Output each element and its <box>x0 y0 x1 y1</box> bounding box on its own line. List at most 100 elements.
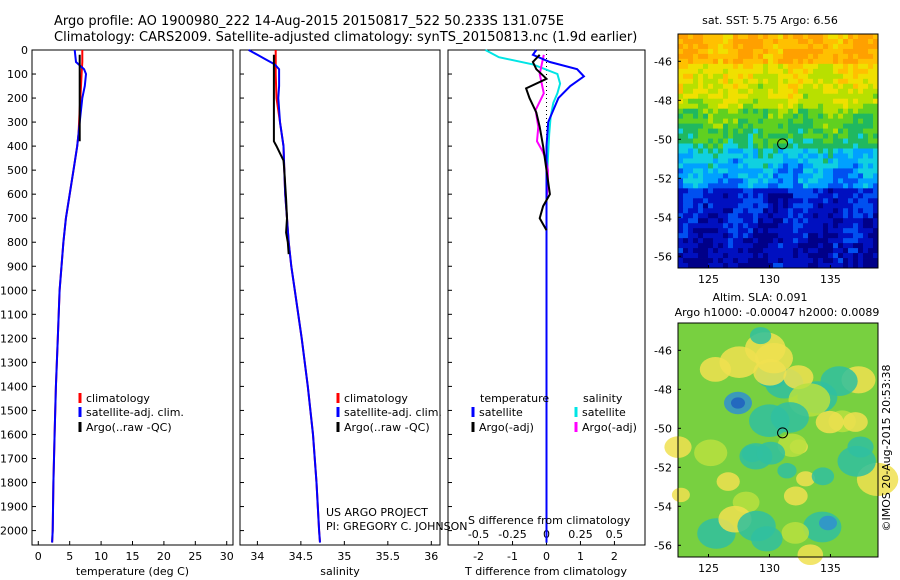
sst-cell <box>798 73 804 80</box>
sst-cell <box>848 148 854 154</box>
sst-cell <box>823 108 829 115</box>
sst-cell <box>773 83 779 90</box>
sst-cell <box>763 208 769 214</box>
sst-cell <box>738 253 744 259</box>
sst-cell <box>713 178 719 184</box>
sst-cell <box>783 83 789 90</box>
sst-cell <box>738 263 744 269</box>
sst-cell <box>753 113 759 120</box>
sst-cell <box>683 88 689 95</box>
sst-cell <box>738 193 744 199</box>
sst-cell <box>873 163 879 169</box>
sst-cell <box>743 158 749 164</box>
sst-cell <box>713 253 719 259</box>
sst-cell <box>758 133 764 139</box>
sst-cell <box>713 258 719 264</box>
sst-cell <box>743 173 749 179</box>
sst-cell <box>748 123 754 129</box>
sst-cell <box>738 178 744 184</box>
sst-cell <box>788 158 794 164</box>
sst-cell <box>838 178 844 184</box>
sst-cell <box>848 43 854 50</box>
sst-cell <box>848 258 854 264</box>
sst-cell <box>773 213 779 219</box>
sst-cell <box>858 98 864 105</box>
sst-cell <box>683 133 689 139</box>
sst-cell <box>763 38 769 45</box>
sst-cell <box>828 193 834 199</box>
sst-cell <box>853 163 859 169</box>
sst-cell <box>713 113 719 120</box>
sst-cell <box>743 38 749 45</box>
sst-cell <box>803 128 809 134</box>
sst-cell <box>768 173 774 179</box>
sst-cell <box>768 163 774 169</box>
sst-cell <box>818 183 824 189</box>
sst-cell <box>798 53 804 60</box>
sst-cell <box>778 198 784 204</box>
sst-cell <box>853 48 859 55</box>
sst-cell <box>728 218 734 224</box>
sst-cell <box>753 78 759 85</box>
sst-cell <box>733 63 739 70</box>
sst-cell <box>788 83 794 90</box>
sst-cell <box>773 238 779 244</box>
sst-cell <box>708 243 714 249</box>
sst-cell <box>808 178 814 184</box>
sst-cell <box>828 53 834 60</box>
sst-cell <box>823 188 829 194</box>
sst-cell <box>743 88 749 95</box>
sst-cell <box>853 53 859 60</box>
sst-cell <box>753 93 759 100</box>
sst-cell <box>808 48 814 55</box>
sst-cell <box>768 118 774 125</box>
sst-cell <box>738 148 744 154</box>
sst-cell <box>843 213 849 219</box>
sst-cell <box>853 153 859 159</box>
sst-cell <box>833 198 839 204</box>
sst-cell <box>833 203 839 209</box>
sst-cell <box>793 113 799 120</box>
sst-cell <box>868 143 874 149</box>
sst-cell <box>858 223 864 229</box>
sst-cell <box>763 183 769 189</box>
sst-cell <box>743 238 749 244</box>
sst-cell <box>693 53 699 60</box>
sst-cell <box>708 233 714 239</box>
sst-cell <box>753 38 759 45</box>
sst-cell <box>853 218 859 224</box>
sst-cell <box>683 243 689 249</box>
sst-cell <box>848 203 854 209</box>
sst-cell <box>708 198 714 204</box>
sst-cell <box>858 228 864 234</box>
sst-cell <box>683 238 689 244</box>
sst-cell <box>848 113 854 120</box>
sst-cell <box>758 73 764 80</box>
sst-cell <box>698 178 704 184</box>
sst-cell <box>823 193 829 199</box>
sst-cell <box>753 63 759 70</box>
sst-cell <box>683 93 689 100</box>
sst-cell <box>803 34 809 40</box>
sst-cell <box>798 223 804 229</box>
sst-cell <box>873 143 879 149</box>
sst-cell <box>813 208 819 214</box>
sst-cell <box>863 163 869 169</box>
sst-cell <box>858 193 864 199</box>
sst-cell <box>778 43 784 50</box>
sst-cell <box>688 173 694 179</box>
sla-eddy <box>694 439 728 467</box>
sst-cell <box>728 48 734 55</box>
sst-cell <box>753 173 759 179</box>
sst-cell <box>693 228 699 234</box>
salinity-panel: 34 34.5 35 35.5 36salinityclimatologysatelli… <box>239 49 467 578</box>
sst-cell <box>733 34 739 40</box>
sst-cell <box>788 148 794 154</box>
sst-cell <box>748 48 754 55</box>
sst-cell <box>703 263 709 269</box>
sst-cell <box>813 88 819 95</box>
sst-cell <box>798 68 804 75</box>
sst-cell <box>798 158 804 164</box>
sst-cell <box>683 148 689 154</box>
sst-cell <box>853 178 859 184</box>
